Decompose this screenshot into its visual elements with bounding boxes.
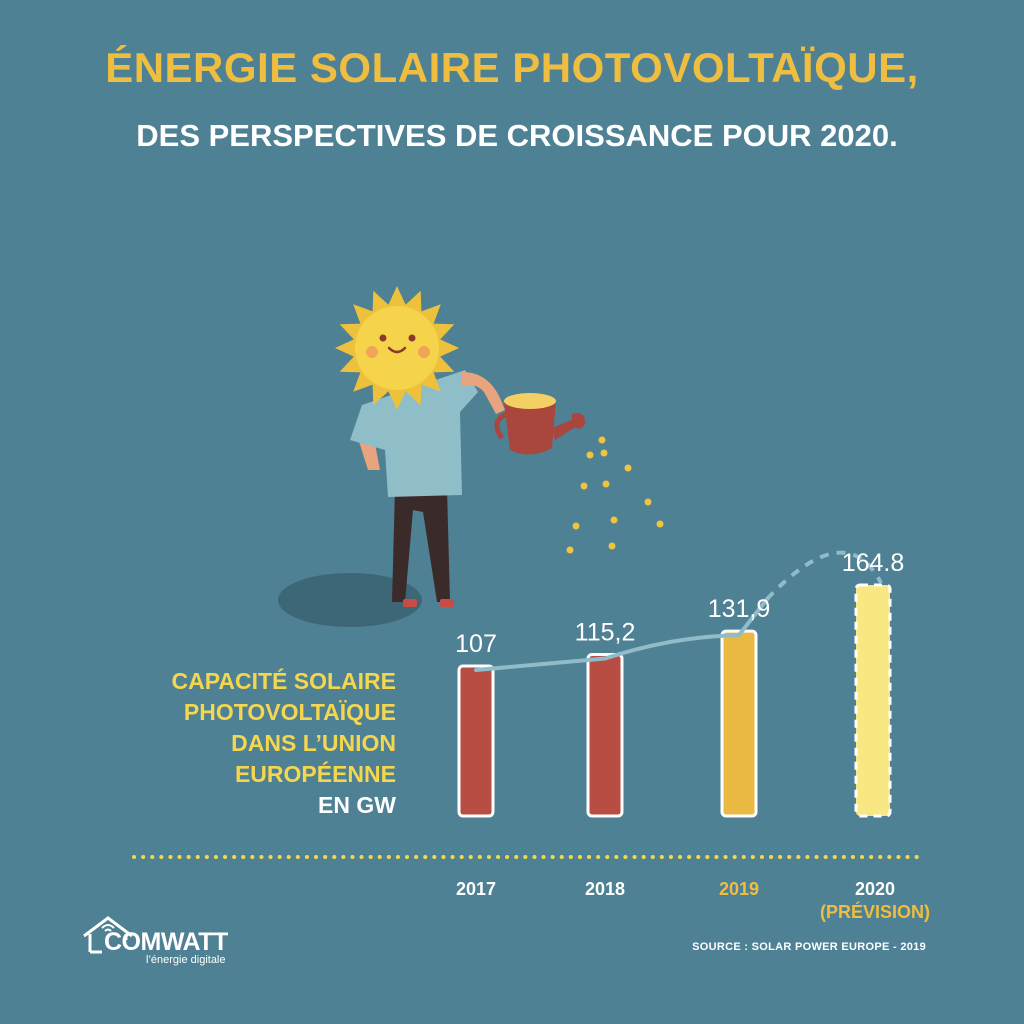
value-labels: 107 115,2 131,9 164.8: [455, 549, 904, 658]
trend-line: [474, 597, 769, 672]
value-label-2018: 115,2: [575, 619, 636, 647]
water-drop: [586, 451, 594, 459]
gardener-illustration: [278, 286, 664, 627]
chart-unit: EN GW: [318, 792, 396, 818]
bar-2019: [720, 629, 758, 818]
year-label-2019: 2019: [719, 879, 759, 899]
logo-wordmark: COMWATT: [104, 928, 228, 956]
water-drops: [566, 436, 664, 554]
chart-description-line: EUROPÉENNE: [234, 761, 396, 787]
water-drop: [572, 522, 580, 530]
water-drop: [580, 482, 588, 490]
value-label-2019: 131,9: [708, 595, 771, 623]
page-title: ÉNERGIE SOLAIRE PHOTOVOLTAÏQUE,: [105, 44, 919, 91]
sun-cheek-left: [366, 346, 378, 358]
water-drop: [644, 498, 652, 506]
watering-can-icon: [494, 393, 586, 455]
character-shoe-right: [440, 599, 454, 607]
character-legs: [392, 488, 450, 602]
bar-2020: [854, 583, 892, 818]
ground-shadow: [278, 573, 422, 627]
year-label-2018: 2018: [585, 879, 625, 899]
chart-description-line: PHOTOVOLTAÏQUE: [183, 699, 396, 725]
water-drop: [656, 520, 664, 528]
sun-smile: [387, 346, 407, 354]
sun-eye-left: [379, 334, 387, 342]
bar-group: [457, 583, 892, 818]
chart-description-line: CAPACITÉ SOLAIRE: [171, 668, 396, 694]
water-drop: [600, 449, 608, 457]
value-label-2017: 107: [455, 630, 497, 658]
character-shirt: [350, 370, 478, 497]
logo-tagline: l’énergie digitale: [146, 954, 226, 966]
water-drop: [602, 480, 610, 488]
value-label-2020: 164.8: [842, 549, 905, 577]
sun-face: [355, 306, 439, 390]
page-subtitle: DES PERSPECTIVES DE CROISSANCE POUR 2020…: [136, 118, 898, 153]
bar-2018: [586, 653, 624, 818]
comwatt-logo: COMWATT l’énergie digitale: [80, 912, 260, 972]
bar-2017: [457, 664, 495, 818]
water-drop: [608, 542, 616, 550]
sun-eye-right: [408, 334, 416, 342]
chart-description-line: DANS L’UNION: [231, 730, 396, 756]
year-label-2020: 2020: [855, 879, 895, 899]
year-sublabel: (PRÉVISION): [820, 901, 930, 922]
source-note: SOURCE : SOLAR POWER EUROPE - 2019: [692, 941, 926, 953]
water-drop: [624, 464, 632, 472]
x-axis-labels: 2017 2018 2019 2020(PRÉVISION): [456, 879, 930, 922]
water-drop: [610, 516, 618, 524]
character-shoe-left: [403, 599, 417, 607]
water-drop: [566, 546, 574, 554]
year-label-2017: 2017: [456, 879, 496, 899]
trend-line-forecast: [765, 550, 883, 601]
sun-head: [335, 286, 459, 410]
sun-cheek-right: [418, 346, 430, 358]
water-drop: [598, 436, 606, 444]
chart-description: CAPACITÉ SOLAIRE PHOTOVOLTAÏQUE DANS L’U…: [172, 666, 396, 821]
house-plug-icon: [83, 916, 133, 954]
character-arm-front: [462, 372, 505, 414]
